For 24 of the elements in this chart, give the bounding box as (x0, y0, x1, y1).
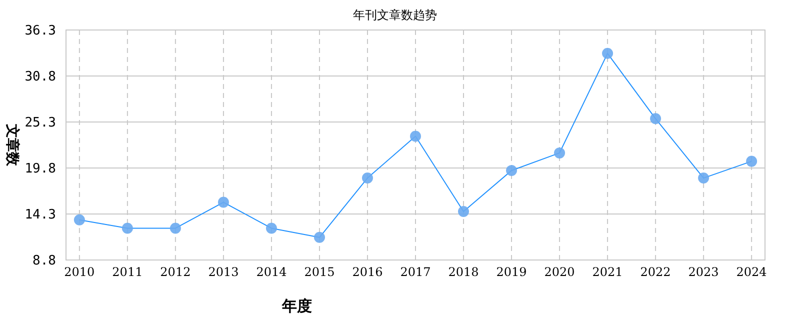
x-tick-label: 2018 (448, 265, 479, 279)
x-tick-label: 2022 (640, 265, 671, 279)
y-tick-label: 19.8 (24, 162, 56, 177)
x-tick-label: 2013 (208, 265, 239, 279)
y-tick-label: 30.8 (24, 70, 56, 85)
x-tick-label: 2020 (544, 265, 575, 279)
y-tick-label: 25.3 (24, 116, 56, 131)
x-tick-label: 2023 (688, 265, 719, 279)
x-tick-label: 2010 (64, 265, 95, 279)
x-tick-label: 2017 (400, 265, 431, 279)
x-tick-label: 2011 (112, 265, 143, 279)
x-tick-label: 2024 (736, 265, 768, 279)
x-tick-label: 2016 (352, 265, 383, 279)
y-axis-title: 文章数 (4, 123, 21, 167)
y-tick-label: 14.3 (24, 208, 56, 223)
x-tick-label: 2014 (256, 265, 288, 279)
x-tick-label: 2012 (160, 265, 191, 279)
x-tick-label: 2019 (496, 265, 527, 279)
x-tick-label: 2015 (304, 265, 335, 279)
x-tick-label: 2021 (592, 265, 623, 279)
x-axis-title: 年度 (281, 297, 312, 315)
y-tick-label: 36.3 (24, 24, 56, 39)
chart-title: 年刊文章数趋势 (353, 8, 437, 22)
y-tick-label: 8.8 (32, 254, 56, 269)
